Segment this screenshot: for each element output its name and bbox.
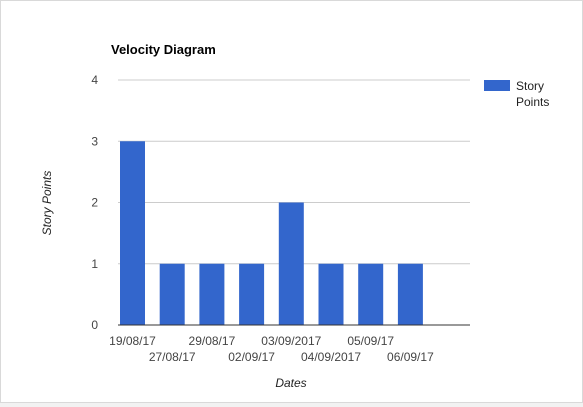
bar-4 <box>278 202 304 325</box>
bar-6 <box>358 263 384 325</box>
x-tick-label-2: 29/08/17 <box>189 334 236 348</box>
x-tick-label-7: 06/09/17 <box>387 350 434 364</box>
y-tick-label-2: 2 <box>91 196 98 210</box>
x-tick-label-3: 02/09/17 <box>228 350 275 364</box>
bar-2 <box>199 263 225 325</box>
y-tick-label-1: 1 <box>91 257 98 271</box>
y-tick-label-3: 3 <box>91 134 98 148</box>
legend-label-line-1: Story <box>516 79 544 93</box>
y-axis-title: Story Points <box>40 171 54 236</box>
bar-0 <box>120 141 145 325</box>
bar-1 <box>159 263 185 325</box>
bars <box>120 141 423 325</box>
legend-swatch <box>484 80 510 91</box>
x-tick-label-4: 03/09/2017 <box>261 334 321 348</box>
x-tick-label-1: 27/08/17 <box>149 350 196 364</box>
y-tick-label-0: 0 <box>91 318 98 332</box>
x-tick-label-6: 05/09/17 <box>347 334 394 348</box>
legend-label-line-2: Points <box>516 95 549 109</box>
y-tick-label-4: 4 <box>91 73 98 87</box>
bar-3 <box>239 263 265 325</box>
x-tick-label-5: 04/09/2017 <box>301 350 361 364</box>
x-axis-title: Dates <box>275 376 306 390</box>
chart-title: Velocity Diagram <box>111 42 216 57</box>
bar-5 <box>318 263 344 325</box>
x-tick-labels: 19/08/17 27/08/17 29/08/17 02/09/17 03/09/20… <box>109 334 434 364</box>
legend: Story Points <box>484 79 549 109</box>
y-tick-labels: 0 1 2 3 4 <box>91 73 98 332</box>
bar-7 <box>397 263 423 325</box>
x-tick-label-0: 19/08/17 <box>109 334 156 348</box>
